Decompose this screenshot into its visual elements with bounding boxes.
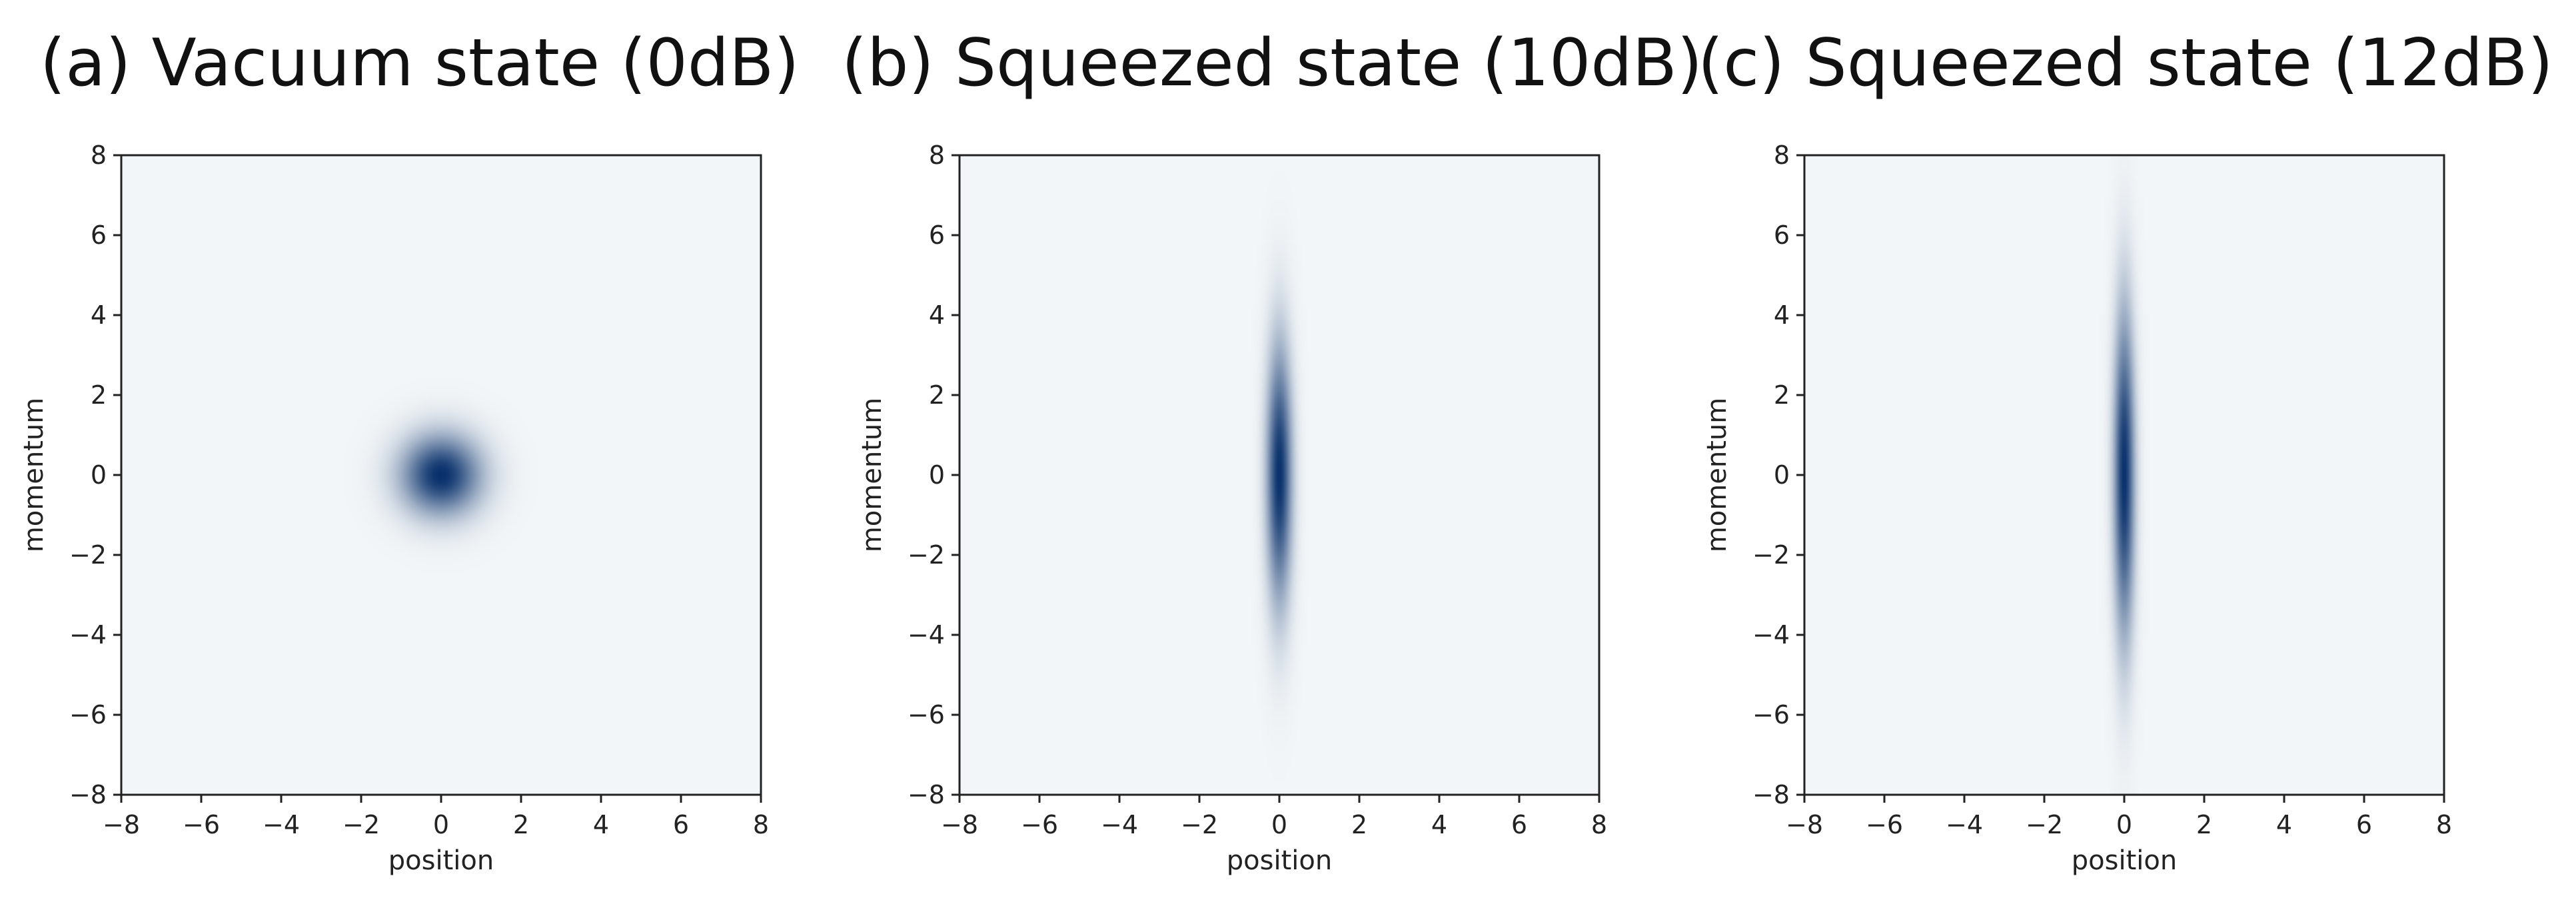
x-axis-label: position (388, 845, 494, 876)
y-tick-label: 4 (929, 300, 945, 330)
x-tick-label: −2 (2026, 810, 2063, 839)
x-tick-label: 2 (513, 810, 529, 839)
heatmap-image (1804, 155, 2444, 795)
y-axis-label: momentum (19, 398, 49, 552)
x-tick-label: −8 (941, 810, 978, 839)
y-tick-label: 0 (91, 460, 107, 490)
x-tick-label: −2 (1181, 810, 1218, 839)
x-tick-label: −4 (1101, 810, 1138, 839)
y-axis-label: momentum (857, 398, 888, 552)
x-tick-label: 0 (433, 810, 449, 839)
x-tick-label: 8 (2436, 810, 2452, 839)
x-axis-label: position (2072, 845, 2177, 876)
x-tick-label: 8 (1591, 810, 1607, 839)
y-tick-label: 8 (91, 141, 107, 170)
y-tick-label: −4 (908, 620, 945, 650)
y-tick-label: −2 (1752, 540, 1790, 570)
x-tick-label: −6 (183, 810, 220, 839)
y-tick-label: 4 (91, 300, 107, 330)
x-tick-label: 4 (593, 810, 609, 839)
chart-panel-2: (b) Squeezed state (10dB) −8 −6 −4 −2 0 2 4 6 8 8 6… (842, 25, 1702, 876)
y-tick-label: −4 (69, 620, 107, 650)
panel-title: (c) Squeezed state (12dB) (1698, 25, 2553, 101)
x-tick-label: −6 (1866, 810, 1903, 839)
x-tick-label: 0 (2116, 810, 2132, 839)
x-tick-label: 8 (753, 810, 769, 839)
x-tick-label: −4 (263, 810, 300, 839)
x-tick-label: 2 (2196, 810, 2212, 839)
x-tick-label: 6 (673, 810, 689, 839)
y-tick-label: 4 (1774, 300, 1790, 330)
y-tick-label: −8 (1752, 780, 1790, 809)
x-tick-label: 4 (1431, 810, 1447, 839)
x-tick-label: −8 (1786, 810, 1823, 839)
panel-title: (b) Squeezed state (10dB) (842, 25, 1702, 101)
x-axis-label: position (1227, 845, 1332, 876)
heatmap-image (960, 155, 1599, 795)
panel-title: (a) Vacuum state (0dB) (40, 25, 800, 101)
x-tick-label: −6 (1021, 810, 1058, 839)
y-tick-label: −6 (69, 700, 107, 729)
y-tick-label: 6 (929, 221, 945, 250)
y-tick-label: 8 (929, 141, 945, 170)
x-tick-label: 2 (1351, 810, 1367, 839)
heatmap-image (121, 155, 761, 795)
x-tick-label: 0 (1271, 810, 1287, 839)
y-tick-label: 0 (929, 460, 945, 490)
y-tick-label: −6 (1752, 700, 1790, 729)
y-tick-label: −2 (69, 540, 107, 570)
y-tick-label: −2 (908, 540, 945, 570)
y-tick-label: 0 (1774, 460, 1790, 490)
x-tick-label: −4 (1946, 810, 1983, 839)
chart-panel-1: (a) Vacuum state (0dB) −8 −6 −4 −2 0 2 4 6 8 8 6 4 2 0… (19, 25, 800, 876)
y-tick-label: 2 (929, 380, 945, 410)
y-tick-label: −8 (908, 780, 945, 809)
x-tick-label: 4 (2276, 810, 2292, 839)
y-tick-label: 6 (91, 221, 107, 250)
y-tick-label: −6 (908, 700, 945, 729)
chart-panel-3: (c) Squeezed state (12dB) −8 −6 −4 −2 0 2 4 6 8 8 6… (1698, 25, 2553, 876)
y-tick-label: −8 (69, 780, 107, 809)
x-tick-label: −2 (342, 810, 380, 839)
x-tick-label: −8 (103, 810, 140, 839)
y-axis-label: momentum (1702, 398, 1732, 552)
x-tick-label: 6 (2356, 810, 2372, 839)
y-tick-label: 2 (91, 380, 107, 410)
y-tick-label: −4 (1752, 620, 1790, 650)
y-tick-label: 6 (1774, 221, 1790, 250)
y-tick-label: 8 (1774, 141, 1790, 170)
y-tick-label: 2 (1774, 380, 1790, 410)
x-tick-label: 6 (1511, 810, 1527, 839)
